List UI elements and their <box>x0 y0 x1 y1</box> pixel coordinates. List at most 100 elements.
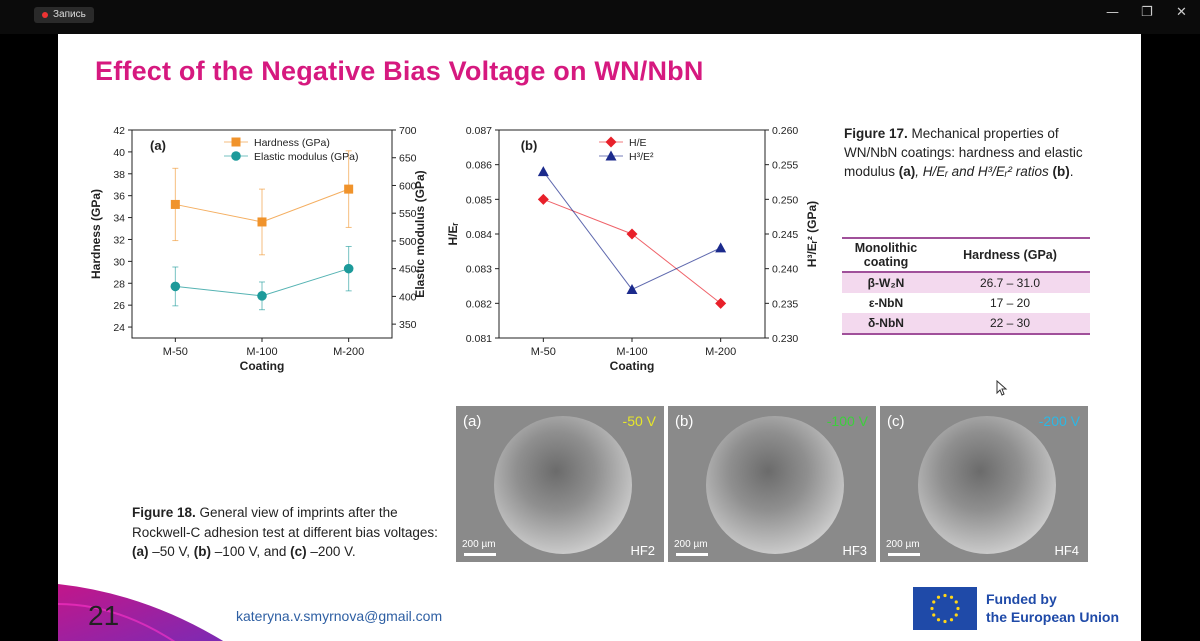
figure-18-c: (c) <box>290 544 307 559</box>
x-tick-label: M-200 <box>705 346 736 358</box>
imprint-crater <box>706 416 844 554</box>
scale-bar-label: 200 µm <box>886 539 920 550</box>
x-tick-label: M-50 <box>531 346 556 358</box>
eu-star-icon <box>936 618 941 622</box>
legend-label: H³/E² <box>629 151 654 163</box>
y-left-tick-label: 0.081 <box>466 333 492 345</box>
data-point <box>343 263 354 274</box>
figure-17-label: Figure 17. <box>844 126 908 141</box>
scale-bar-label: 200 µm <box>462 539 496 550</box>
table-cell: δ-NbN <box>868 316 904 330</box>
y-right-axis-label: H³/Eᵣ² (GPa) <box>805 201 819 267</box>
figure-17-text: Mechanical properties of WN/NbN coatings… <box>844 126 1083 179</box>
scale-bar <box>888 553 920 556</box>
funding-notice: Funded by the European Union <box>986 590 1119 626</box>
eu-star-icon <box>949 618 954 622</box>
hardness-table: Monolithic coating Hardness (GPa) β-W₂N … <box>842 237 1090 335</box>
data-point <box>170 281 181 292</box>
eu-star-icon <box>932 600 936 604</box>
eu-star-icon <box>954 613 958 617</box>
data-point <box>715 297 727 309</box>
y-right-tick-label: 450 <box>399 264 417 276</box>
y-left-tick-label: 0.086 <box>466 160 492 172</box>
y-right-tick-label: 0.230 <box>772 333 798 345</box>
figure-18-tb: –100 V, and <box>211 544 291 559</box>
figure-17-ratios: , H/Eᵣ and H³/Eᵣ² ratios <box>915 164 1053 179</box>
eu-star-icon <box>954 600 958 604</box>
table-row: δ-NbN 22 – 30 <box>842 313 1090 334</box>
sem-code: HF2 <box>630 543 655 558</box>
y-left-tick-label: 0.082 <box>466 298 492 310</box>
contact-email[interactable]: kateryna.v.smyrnova@gmail.com <box>236 608 443 624</box>
y-right-tick-label: 600 <box>399 180 417 192</box>
x-tick-label: M-50 <box>163 346 188 358</box>
figure-18-tc: –200 V. <box>306 544 356 559</box>
sem-voltage: -200 V <box>1038 413 1080 429</box>
table-cell: ε-NbN <box>868 296 904 310</box>
x-tick-label: M-200 <box>333 346 364 358</box>
y-right-tick-label: 550 <box>399 208 417 220</box>
panel-label: (b) <box>521 138 538 153</box>
table-cell: 22 – 30 <box>989 316 1031 330</box>
data-point <box>257 291 267 301</box>
close-icon[interactable]: ✕ <box>1176 5 1187 20</box>
y-left-tick-label: 30 <box>113 256 125 268</box>
sem-code: HF3 <box>842 543 867 558</box>
eu-star-icon <box>949 595 954 599</box>
eu-flag-icon <box>913 587 977 630</box>
chart-hardness-modulus: M-50 M-100 M-200 Coating 24 26 28 30 32 34 36 38 40 4… <box>89 125 427 373</box>
y-left-tick-label: 24 <box>113 322 125 334</box>
legend-label: Elastic modulus (GPa) <box>254 151 358 163</box>
minimize-icon[interactable]: — <box>1106 5 1119 20</box>
y-left-tick-label: 0.087 <box>466 125 492 137</box>
window-titlebar: Запись — ❐ ✕ <box>0 0 1200 34</box>
eu-star-icon <box>936 595 941 599</box>
slide-title: Effect of the Negative Bias Voltage on W… <box>95 56 704 86</box>
y-left-tick-label: 0.083 <box>466 264 492 276</box>
y-left-tick-label: 42 <box>113 125 125 137</box>
sem-label: (c) <box>887 413 905 430</box>
x-axis-label: Coating <box>610 359 655 373</box>
figure-18-text: General view of imprints after the Rockw… <box>132 505 438 540</box>
eu-star-icon <box>943 593 947 598</box>
y-right-tick-label: 400 <box>399 291 417 303</box>
y-right-axis-label: Elastic modulus (GPa) <box>413 170 427 297</box>
legend-marker <box>605 150 617 161</box>
data-point <box>537 166 549 177</box>
figure-18-label: Figure 18. <box>132 505 196 520</box>
eu-star-icon <box>930 606 934 611</box>
y-left-tick-label: 0.084 <box>466 229 492 241</box>
imprint-crater <box>494 416 632 554</box>
eu-star-icon <box>943 619 947 624</box>
x-axis-label: Coating <box>240 359 285 373</box>
eu-star-icon <box>932 613 936 617</box>
legend-label: Hardness (GPa) <box>254 137 330 149</box>
table-cell: 17 – 20 <box>989 296 1031 310</box>
recording-label: Запись <box>53 9 86 20</box>
figure-18-ta: –50 V, <box>148 544 194 559</box>
data-point <box>257 217 267 227</box>
panel-label: (a) <box>150 138 166 153</box>
sem-voltage: -50 V <box>622 413 656 429</box>
presentation-slide: Effect of the Negative Bias Voltage on W… <box>58 34 1141 641</box>
y-right-tick-label: 700 <box>399 125 417 137</box>
y-left-tick-label: 0.085 <box>466 194 492 206</box>
data-point <box>537 193 549 205</box>
x-tick-label: M-100 <box>246 346 277 358</box>
figure-18-b: (b) <box>193 544 212 559</box>
y-right-tick-label: 0.255 <box>772 160 798 172</box>
recording-indicator[interactable]: Запись <box>34 7 94 23</box>
decorative-corner <box>58 584 224 641</box>
y-left-tick-label: 34 <box>113 213 125 225</box>
imprint-crater <box>918 416 1056 554</box>
figure-17-a: (a) <box>898 164 916 179</box>
y-left-axis-label: Hardness (GPa) <box>89 189 103 279</box>
sem-label: (a) <box>463 413 482 430</box>
data-point <box>626 283 638 294</box>
table-row: β-W₂N 26.7 – 31.0 <box>842 272 1090 293</box>
legend-marker <box>231 151 241 161</box>
sem-image-b: (b) -100 V 200 µm HF3 <box>668 406 876 562</box>
restore-icon[interactable]: ❐ <box>1141 5 1153 20</box>
funding-line-2: the European Union <box>986 609 1119 625</box>
y-right-tick-label: 0.245 <box>772 229 798 241</box>
